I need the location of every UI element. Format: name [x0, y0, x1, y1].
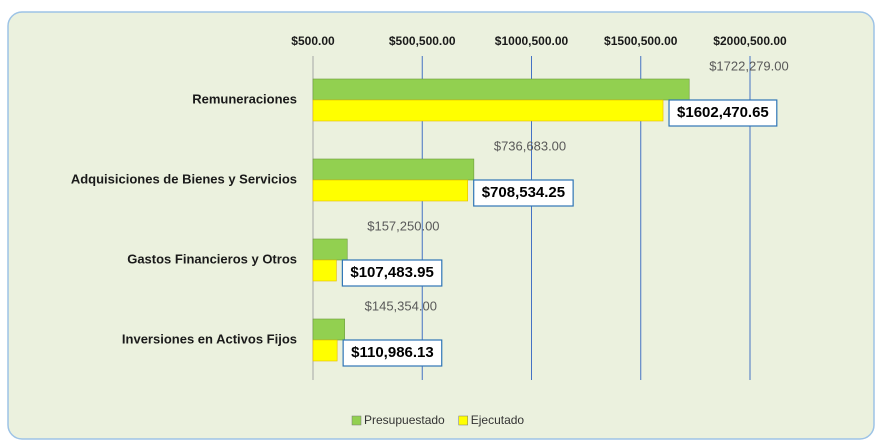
- data-label: $736,683.00: [494, 138, 566, 153]
- bar: [312, 238, 348, 261]
- legend-swatch: [458, 415, 468, 426]
- category-label: Adquisiciones de Bienes y Servicios: [71, 171, 297, 186]
- bar: [312, 158, 475, 181]
- x-tick-label: $2000,500.00: [713, 34, 787, 48]
- data-label: $1602,470.65: [677, 104, 769, 121]
- legend-label: Presupuestado: [364, 413, 445, 427]
- legend-label: Ejecutado: [471, 413, 525, 427]
- x-tick-label: $500,500.00: [389, 34, 456, 48]
- bar: [312, 78, 690, 101]
- data-label: $145,354.00: [365, 298, 437, 313]
- data-label-box: [342, 339, 443, 367]
- data-label: $107,483.95: [350, 264, 433, 281]
- data-label: $157,250.00: [367, 218, 439, 233]
- bar: [312, 259, 337, 282]
- data-label-box: [473, 179, 574, 207]
- category-label: Inversiones en Activos Fijos: [122, 331, 297, 346]
- bar: [312, 339, 338, 362]
- x-tick-label: $500.00: [291, 34, 335, 48]
- bar: [312, 179, 469, 202]
- data-label-box: [668, 99, 778, 127]
- data-label: $1722,279.00: [709, 58, 789, 73]
- data-label: $110,986.13: [351, 344, 434, 361]
- x-tick-label: $1500,500.00: [604, 34, 678, 48]
- bar: [312, 318, 345, 341]
- category-label: Remuneraciones: [192, 91, 297, 106]
- x-tick-label: $1000,500.00: [495, 34, 569, 48]
- legend-swatch: [351, 415, 362, 426]
- bar: [312, 99, 664, 122]
- data-label: $708,534.25: [482, 184, 565, 201]
- data-label-box: [341, 259, 443, 287]
- chart-background: [7, 11, 875, 440]
- category-label: Gastos Financieros y Otros: [127, 251, 297, 266]
